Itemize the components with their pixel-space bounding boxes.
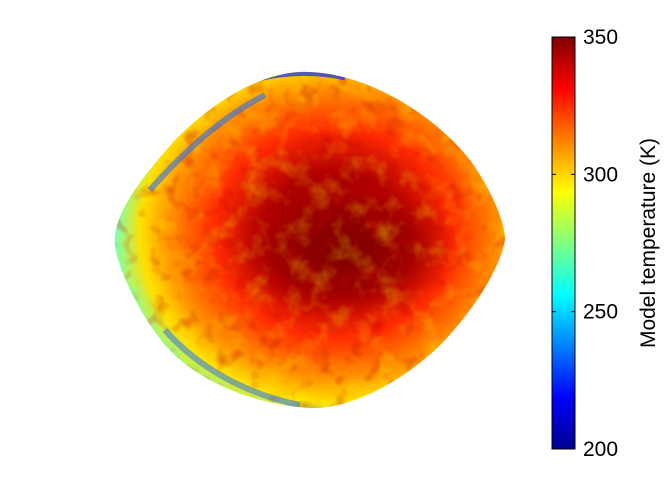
- colorbar-tick-label: 350: [583, 26, 618, 49]
- colorbar-tick-label: 250: [583, 301, 618, 324]
- colorbar-tick-label: 200: [583, 438, 618, 461]
- asteroid-temperature-map: [114, 71, 506, 409]
- colorbar-title: Model temperature (K): [637, 138, 660, 348]
- colorbar-scale: [551, 36, 576, 450]
- colorbar: 200 250 300 350 Model temperature (K): [551, 26, 660, 461]
- colorbar-tick-label: 300: [583, 163, 618, 186]
